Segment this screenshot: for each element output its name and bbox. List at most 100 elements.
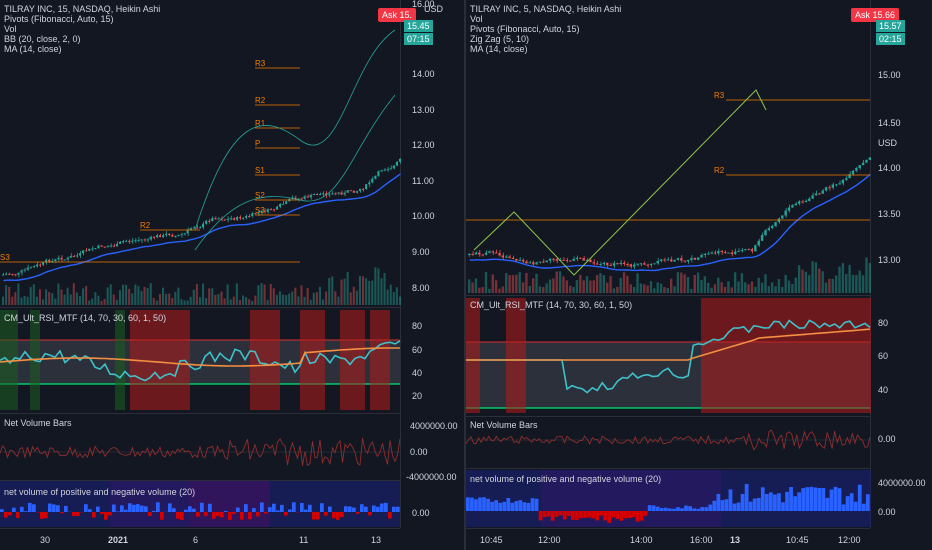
volume-bar	[288, 293, 291, 305]
volume-bar	[202, 283, 205, 305]
pos-neg-volume-bar	[128, 503, 132, 512]
volume-bar	[771, 282, 774, 293]
volume-bar	[162, 287, 165, 305]
candle-body	[582, 258, 585, 261]
pos-neg-volume-bar	[88, 509, 92, 512]
left-legend-item[interactable]: Pivots (Fibonacci, Auto, 15)	[4, 14, 114, 24]
pos-neg-volume-bar	[280, 504, 284, 512]
pos-neg-volume-bar	[204, 512, 208, 516]
left-chart-canvas[interactable]: R3 R2 R1 P S1 S2 S3 R2 S3	[0, 0, 464, 550]
pos-neg-volume-bar	[28, 502, 32, 512]
pos-neg-volume-bar	[84, 504, 88, 512]
pos-neg-volume-bar	[344, 506, 348, 512]
volume-bar	[318, 286, 321, 305]
candle-body	[82, 250, 85, 254]
volume-bar	[180, 299, 183, 305]
pos-neg-volume-bar	[696, 508, 701, 511]
volume-bar	[85, 286, 88, 305]
volume-bar	[720, 282, 723, 293]
pos-neg-volume-bar	[583, 511, 587, 518]
pos-neg-volume-bar	[587, 511, 591, 518]
left-price-tick: 11.00	[412, 176, 434, 186]
volume-bar	[717, 277, 720, 293]
pane-separator	[0, 480, 400, 481]
left-chart[interactable]: R3 R2 R1 P S1 S2 S3 R2 S3 TILRAY INC, 15, NASDAQ…	[0, 0, 464, 550]
candle-body	[629, 264, 632, 267]
right-legend-item[interactable]: MA (14, close)	[470, 44, 528, 54]
candle-body	[155, 235, 158, 238]
volume-bar	[205, 298, 208, 305]
pos-neg-volume-bar	[623, 511, 628, 519]
candle-body	[585, 259, 589, 261]
chart-divider[interactable]	[464, 0, 466, 550]
left-legend-item[interactable]: MA (14, close)	[4, 44, 62, 54]
right-rsi-title[interactable]: CM_Ult_RSI_MTF (14, 70, 30, 60, 1, 50)	[470, 300, 633, 310]
volume-bar	[365, 278, 368, 305]
left-symbol-title[interactable]: TILRAY INC, 15, NASDAQ, Heikin Ashi	[4, 4, 161, 14]
right-countdown-tag: 02:15	[876, 33, 905, 45]
volume-bar	[589, 280, 592, 293]
pos-neg-volume-bar	[100, 512, 104, 514]
candle-body	[177, 234, 180, 237]
right-time-tick: 13	[730, 535, 741, 545]
volume-bar	[57, 283, 60, 305]
right-nvb-title[interactable]: Net Volume Bars	[470, 420, 538, 430]
volume-bar	[474, 278, 478, 293]
left-legend-item[interactable]: Vol	[4, 24, 17, 34]
candle-body	[158, 235, 161, 238]
pos-neg-volume-bar	[192, 508, 196, 512]
left-ask-button[interactable]: Ask 15.	[378, 8, 417, 22]
left-nvb-title[interactable]: Net Volume Bars	[4, 418, 72, 428]
left-nvb-tick: 0.00	[410, 447, 428, 457]
candle-body	[703, 253, 707, 255]
right-legend-item[interactable]: Zig Zag (5, 10)	[470, 34, 530, 44]
volume-bar	[585, 276, 589, 293]
candle-body	[392, 165, 395, 169]
volume-bar	[97, 295, 100, 305]
candle-body	[828, 187, 831, 189]
right-ask-button[interactable]: Ask 15.66	[851, 8, 900, 22]
pos-neg-volume-bar	[853, 501, 858, 511]
right-symbol-title[interactable]: TILRAY INC, 5, NASDAQ, Heikin Ashi	[470, 4, 622, 14]
candle-body	[389, 168, 392, 170]
candle-body	[508, 256, 511, 258]
rsi-zone	[250, 310, 280, 410]
left-npv-title[interactable]: net volume of positive and negative volu…	[4, 487, 196, 497]
pos-neg-volume-bar	[781, 502, 785, 511]
candle-body	[312, 194, 315, 196]
volume-bar	[82, 288, 85, 305]
left-currency-label[interactable]: USD	[424, 4, 444, 14]
candle-body	[20, 270, 23, 273]
volume-bar	[505, 273, 508, 293]
right-currency-label[interactable]: USD	[878, 138, 898, 148]
volume-bar	[703, 276, 707, 293]
candle-body	[168, 233, 171, 236]
right-legend-item[interactable]: Pivots (Fibonacci, Auto, 15)	[470, 24, 580, 34]
pos-neg-volume-bar	[8, 512, 12, 516]
right-rsi-tick: 60	[878, 351, 889, 361]
pos-neg-volume-bar	[514, 501, 519, 511]
right-legend-item[interactable]: Vol	[470, 14, 483, 24]
candle-body	[183, 233, 186, 235]
volume-bar	[676, 272, 680, 293]
volume-bar	[140, 291, 143, 305]
candle-body	[60, 257, 63, 260]
candle-body	[57, 257, 60, 260]
pos-neg-volume-bar	[591, 511, 595, 519]
volume-bar	[315, 292, 318, 305]
candle-body	[140, 239, 143, 241]
pane-separator	[466, 416, 870, 417]
volume-bar	[17, 283, 20, 305]
candle-body	[717, 250, 720, 254]
left-legend-item[interactable]: BB (20, close, 2, 0)	[4, 34, 81, 44]
left-rsi-title[interactable]: CM_Ult_RSI_MTF (14, 70, 30, 60, 1, 50)	[4, 313, 167, 323]
candle-body	[602, 262, 606, 265]
right-npv-title[interactable]: net volume of positive and negative volu…	[470, 474, 662, 484]
candle-body	[535, 262, 538, 265]
pos-neg-volume-bar	[599, 511, 604, 516]
net-volume-line	[466, 429, 871, 451]
candle-body	[612, 263, 616, 266]
pos-neg-volume-bar	[861, 503, 866, 511]
